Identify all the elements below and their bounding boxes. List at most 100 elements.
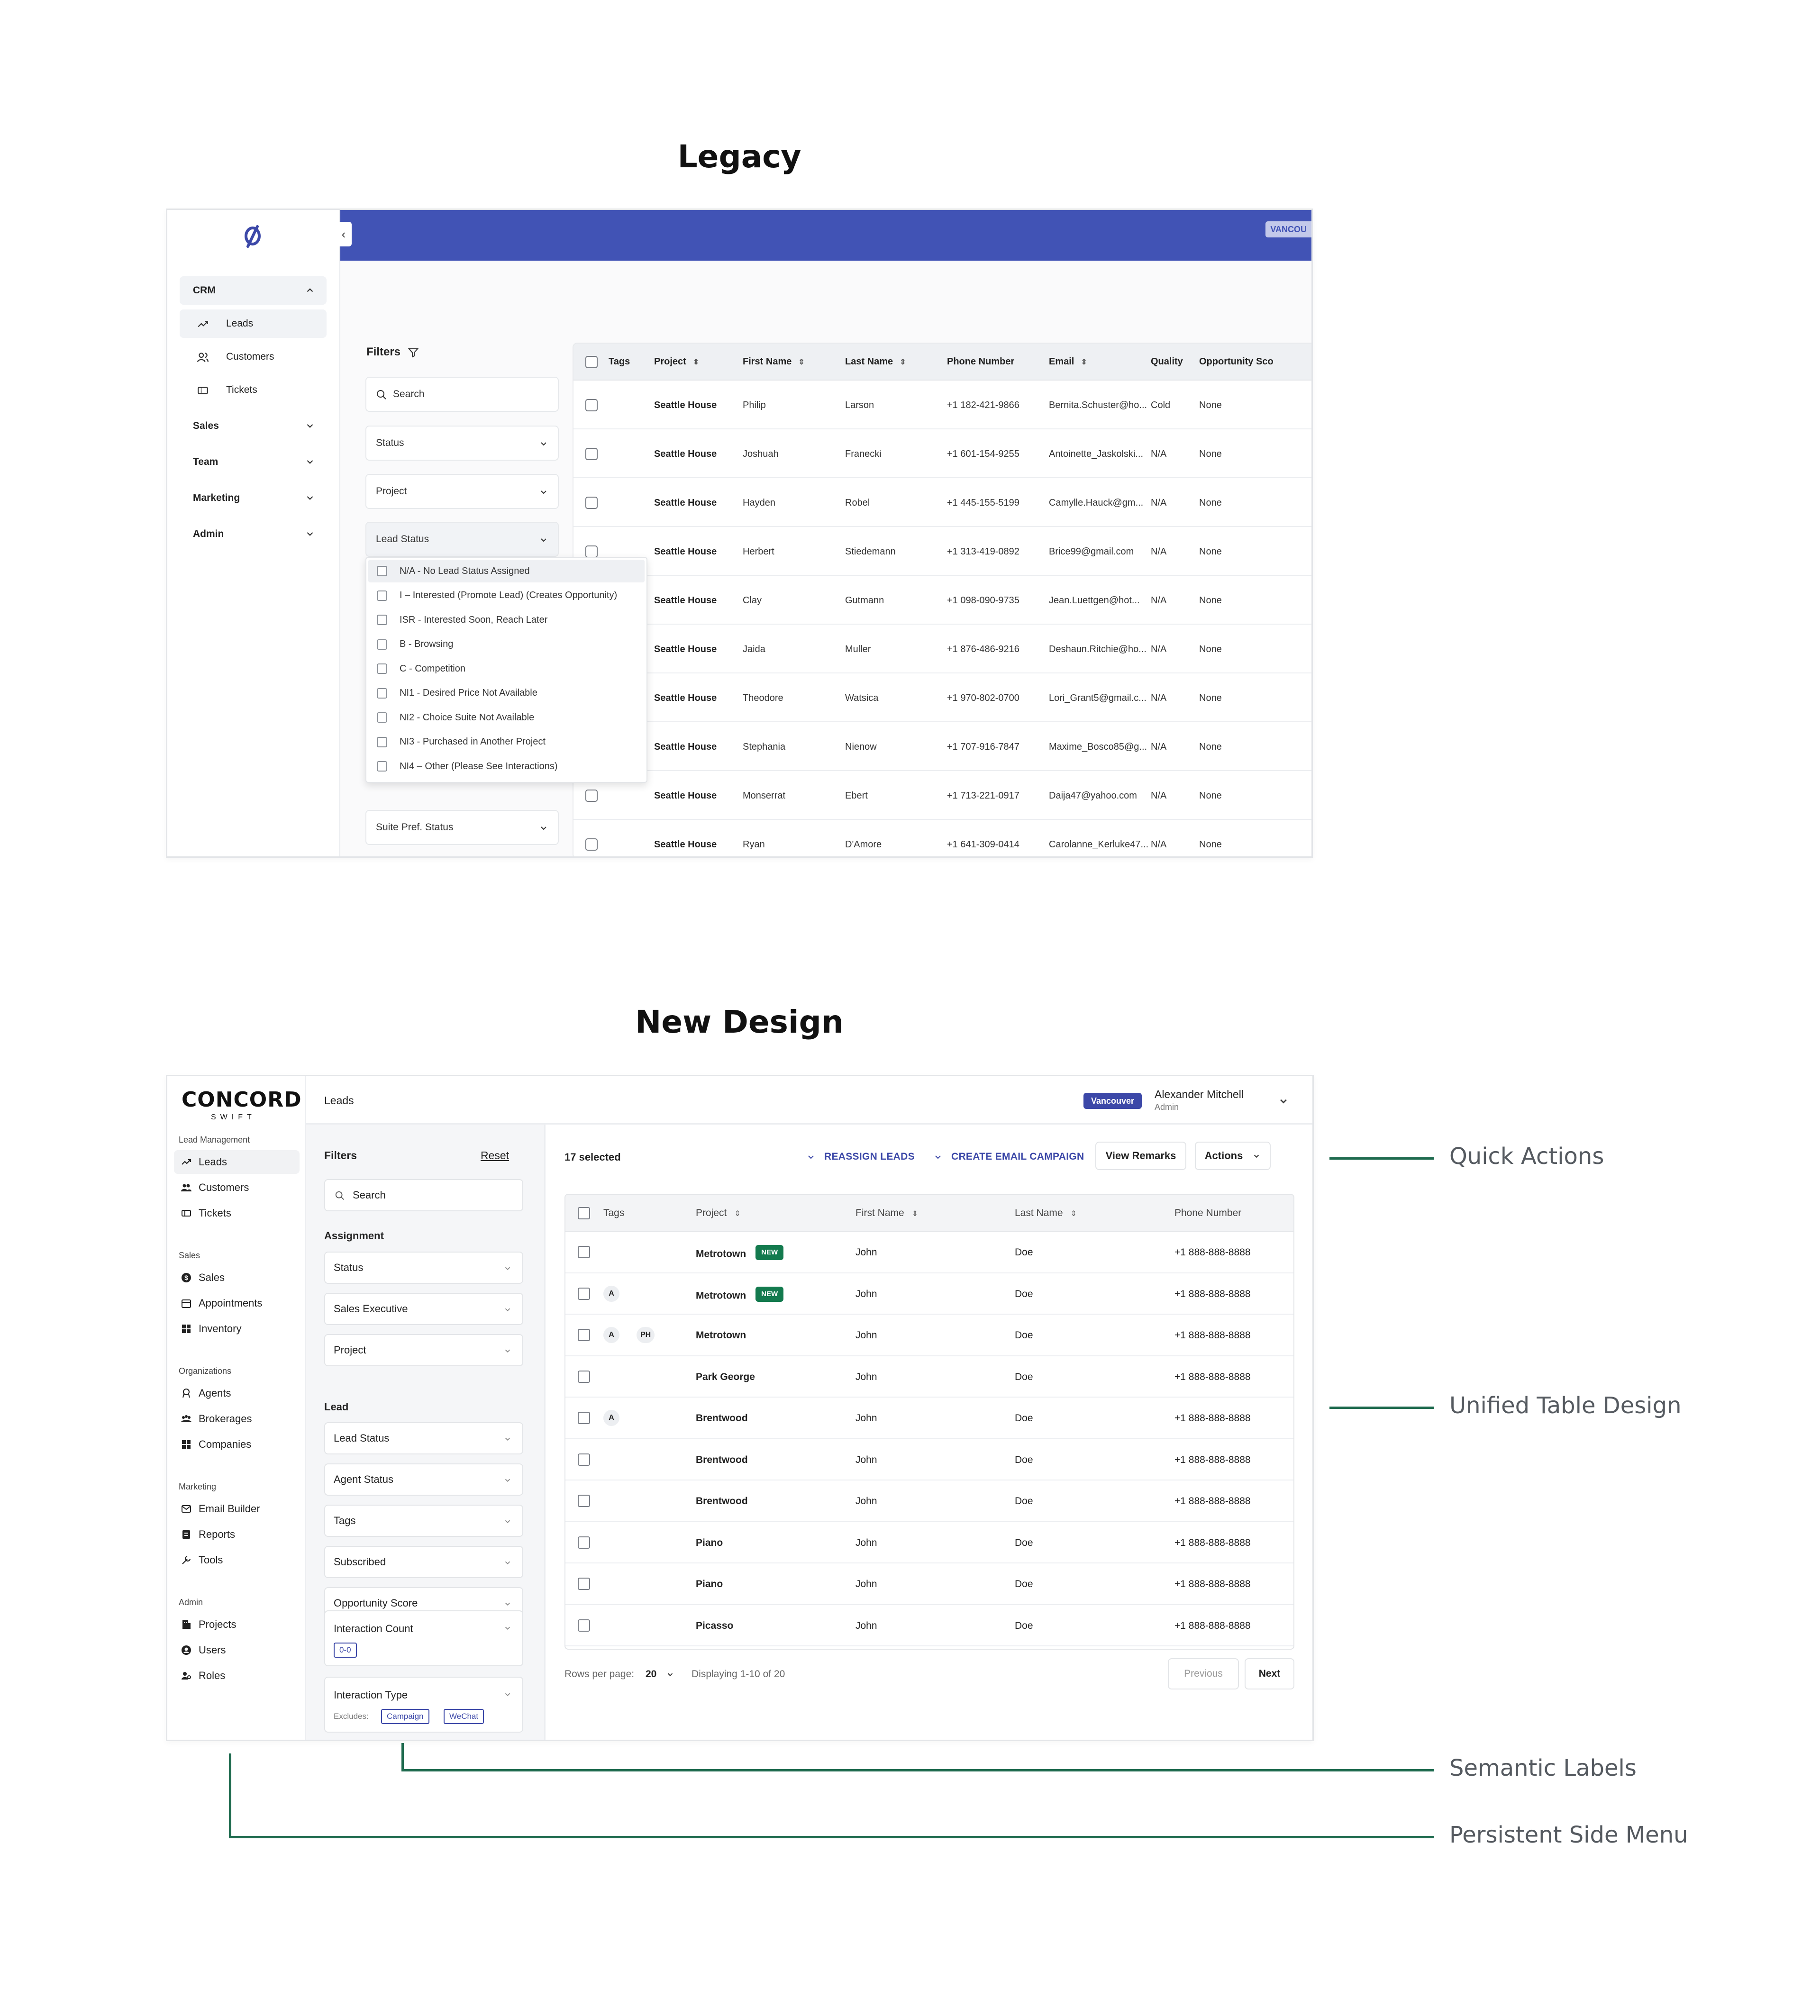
- search-input[interactable]: Search: [365, 377, 559, 412]
- row-checkbox[interactable]: [585, 399, 598, 411]
- table-row[interactable]: Seattle House Monserrat Ebert +1 713-221-09…: [573, 771, 1311, 820]
- sidebar-item-companies[interactable]: Companies: [174, 1433, 300, 1456]
- column-header[interactable]: First Name ⇕: [743, 356, 805, 367]
- semantic-chip-wechat[interactable]: WeChat: [444, 1709, 484, 1724]
- option-checkbox[interactable]: [377, 615, 387, 625]
- lead-status-filter[interactable]: Lead Status: [324, 1422, 523, 1454]
- sidebar-item-sales[interactable]: $ Sales: [174, 1266, 300, 1290]
- table-row[interactable]: Park George John Doe +1 888-888-8888: [565, 1356, 1293, 1398]
- sidebar-item-marketing[interactable]: Marketing: [180, 484, 327, 512]
- sidebar-item-leads[interactable]: Leads: [180, 309, 327, 338]
- option-checkbox[interactable]: [377, 712, 387, 723]
- sidebar-item-tickets[interactable]: Tickets: [174, 1201, 300, 1225]
- sidebar-item-tickets[interactable]: Tickets: [180, 376, 327, 404]
- sidebar-item-team[interactable]: Team: [180, 448, 327, 476]
- lead-status-dropdown[interactable]: Lead Status: [365, 522, 559, 557]
- option-checkbox[interactable]: [377, 761, 387, 772]
- option-checkbox[interactable]: [377, 590, 387, 601]
- sidebar-item-customers[interactable]: Customers: [174, 1176, 300, 1199]
- lead-status-option[interactable]: ISR - Interested Soon, Reach Later: [368, 608, 645, 631]
- table-row[interactable]: Piano John Doe +1 888-888-8888: [565, 1563, 1293, 1605]
- column-header[interactable]: Project ⇕: [654, 356, 700, 367]
- sidebar-item-admin[interactable]: Admin: [180, 520, 327, 548]
- subscribed-filter[interactable]: Subscribed: [324, 1546, 523, 1578]
- table-row[interactable]: A PH Metrotown John Doe +1 888-888-8888: [565, 1315, 1293, 1356]
- table-row[interactable]: A Metrotown NEW John Doe +1 888-888-8888: [565, 1273, 1293, 1315]
- column-header[interactable]: First Name ⇕: [855, 1208, 919, 1218]
- reset-filters-link[interactable]: Reset: [481, 1149, 510, 1162]
- project-dropdown[interactable]: Project: [365, 474, 559, 509]
- location-badge[interactable]: VANCOU: [1265, 221, 1311, 237]
- sidebar-item-brokerages[interactable]: Brokerages: [174, 1407, 300, 1431]
- sidebar-item-sales[interactable]: Sales: [180, 412, 327, 440]
- table-row[interactable]: Seattle House Jaida Muller +1 876-486-9216 D…: [573, 625, 1311, 673]
- row-checkbox[interactable]: [578, 1536, 590, 1549]
- row-checkbox[interactable]: [578, 1370, 590, 1383]
- row-checkbox[interactable]: [585, 545, 598, 558]
- search-input[interactable]: Search: [324, 1179, 523, 1211]
- previous-page-button[interactable]: Previous: [1168, 1658, 1239, 1689]
- table-row[interactable]: Seattle House Theodore Watsica +1 970-802-0…: [573, 673, 1311, 722]
- sidebar-item-agents[interactable]: Agents: [174, 1381, 300, 1405]
- chevron-down-icon[interactable]: [1278, 1095, 1289, 1107]
- interaction-count-filter[interactable]: Interaction Count 0-0: [324, 1610, 523, 1666]
- row-checkbox[interactable]: [578, 1495, 590, 1507]
- column-header[interactable]: Project ⇕: [696, 1208, 741, 1218]
- row-checkbox[interactable]: [578, 1412, 590, 1424]
- chevron-down-icon[interactable]: [666, 1670, 674, 1679]
- table-row[interactable]: Brentwood John Doe +1 888-888-8888: [565, 1480, 1293, 1522]
- sidebar-item-projects[interactable]: Projects: [174, 1613, 300, 1636]
- table-row[interactable]: Brentwood John Doe +1 888-888-8888: [565, 1439, 1293, 1480]
- select-all-checkbox[interactable]: [578, 1207, 590, 1219]
- semantic-chip-campaign[interactable]: Campaign: [381, 1709, 429, 1724]
- sidebar-item-inventory[interactable]: Inventory: [174, 1317, 300, 1341]
- row-checkbox[interactable]: [578, 1246, 590, 1258]
- interaction-count-chip[interactable]: 0-0: [334, 1643, 357, 1658]
- reassign-leads-button[interactable]: REASSIGN LEADS: [806, 1151, 915, 1162]
- option-checkbox[interactable]: [377, 688, 387, 699]
- table-row[interactable]: Seattle House Joshuah Franecki +1 601-154-9…: [573, 429, 1311, 478]
- agent-status-filter[interactable]: Agent Status: [324, 1463, 523, 1496]
- option-checkbox[interactable]: [377, 736, 387, 747]
- actions-button[interactable]: Actions: [1195, 1142, 1271, 1170]
- row-checkbox[interactable]: [585, 448, 598, 460]
- lead-status-option[interactable]: NI4 – Other (Please See Interactions): [368, 755, 645, 778]
- tags-filter[interactable]: Tags: [324, 1505, 523, 1537]
- view-remarks-button[interactable]: View Remarks: [1095, 1142, 1186, 1170]
- status-filter[interactable]: Status: [324, 1252, 523, 1284]
- table-row[interactable]: Seattle House Clay Gutmann +1 098-090-9735 J…: [573, 576, 1311, 625]
- create-email-campaign-button[interactable]: CREATE EMAIL CAMPAIGN: [933, 1151, 1084, 1162]
- column-header[interactable]: Email ⇕: [1049, 356, 1087, 367]
- interaction-type-filter[interactable]: Interaction Type Excludes: Campaign WeCh…: [324, 1677, 523, 1733]
- column-header[interactable]: Last Name ⇕: [1015, 1208, 1077, 1218]
- table-row[interactable]: Seattle House Hayden Robel +1 445-155-5199 C…: [573, 478, 1311, 527]
- table-row[interactable]: Seattle House Herbert Stiedemann +1 313-419…: [573, 527, 1311, 576]
- row-checkbox[interactable]: [578, 1578, 590, 1590]
- suite-pref-status-dropdown[interactable]: Suite Pref. Status: [365, 810, 559, 845]
- row-checkbox[interactable]: [578, 1619, 590, 1632]
- table-row[interactable]: A Brentwood John Doe +1 888-888-8888: [565, 1398, 1293, 1439]
- table-row[interactable]: Picasso John Doe +1 888-888-8888: [565, 1605, 1293, 1646]
- sidebar-item-reports[interactable]: Reports: [174, 1523, 300, 1546]
- status-dropdown[interactable]: Status: [365, 426, 559, 461]
- sidebar-item-crm[interactable]: CRM: [180, 276, 327, 305]
- location-badge[interactable]: Vancouver: [1083, 1093, 1142, 1109]
- column-header[interactable]: Last Name ⇕: [845, 356, 906, 367]
- lead-status-option[interactable]: NI2 - Choice Suite Not Available: [368, 706, 645, 729]
- lead-status-option[interactable]: NI1 - Desired Price Not Available: [368, 682, 645, 705]
- lead-status-option[interactable]: I – Interested (Promote Lead) (Creates O…: [368, 584, 645, 607]
- next-page-button[interactable]: Next: [1245, 1658, 1294, 1689]
- user-name[interactable]: Alexander Mitchell: [1155, 1088, 1244, 1100]
- table-row[interactable]: Seattle House Ryan D'Amore +1 641-309-0414 C…: [573, 820, 1311, 856]
- sidebar-item-roles[interactable]: Roles: [174, 1664, 300, 1688]
- sidebar-item-customers[interactable]: Customers: [180, 343, 327, 371]
- table-row[interactable]: Metrotown NEW John Doe +1 888-888-8888: [565, 1232, 1293, 1273]
- rows-per-page-select[interactable]: 20: [645, 1669, 657, 1680]
- sidebar-item-email-builder[interactable]: Email Builder: [174, 1497, 300, 1521]
- option-checkbox[interactable]: [377, 566, 387, 576]
- option-checkbox[interactable]: [377, 663, 387, 674]
- lead-status-option[interactable]: C - Competition: [368, 657, 645, 680]
- sales-executive-filter[interactable]: Sales Executive: [324, 1293, 523, 1325]
- project-filter[interactable]: Project: [324, 1334, 523, 1366]
- sidebar-item-tools[interactable]: Tools: [174, 1548, 300, 1572]
